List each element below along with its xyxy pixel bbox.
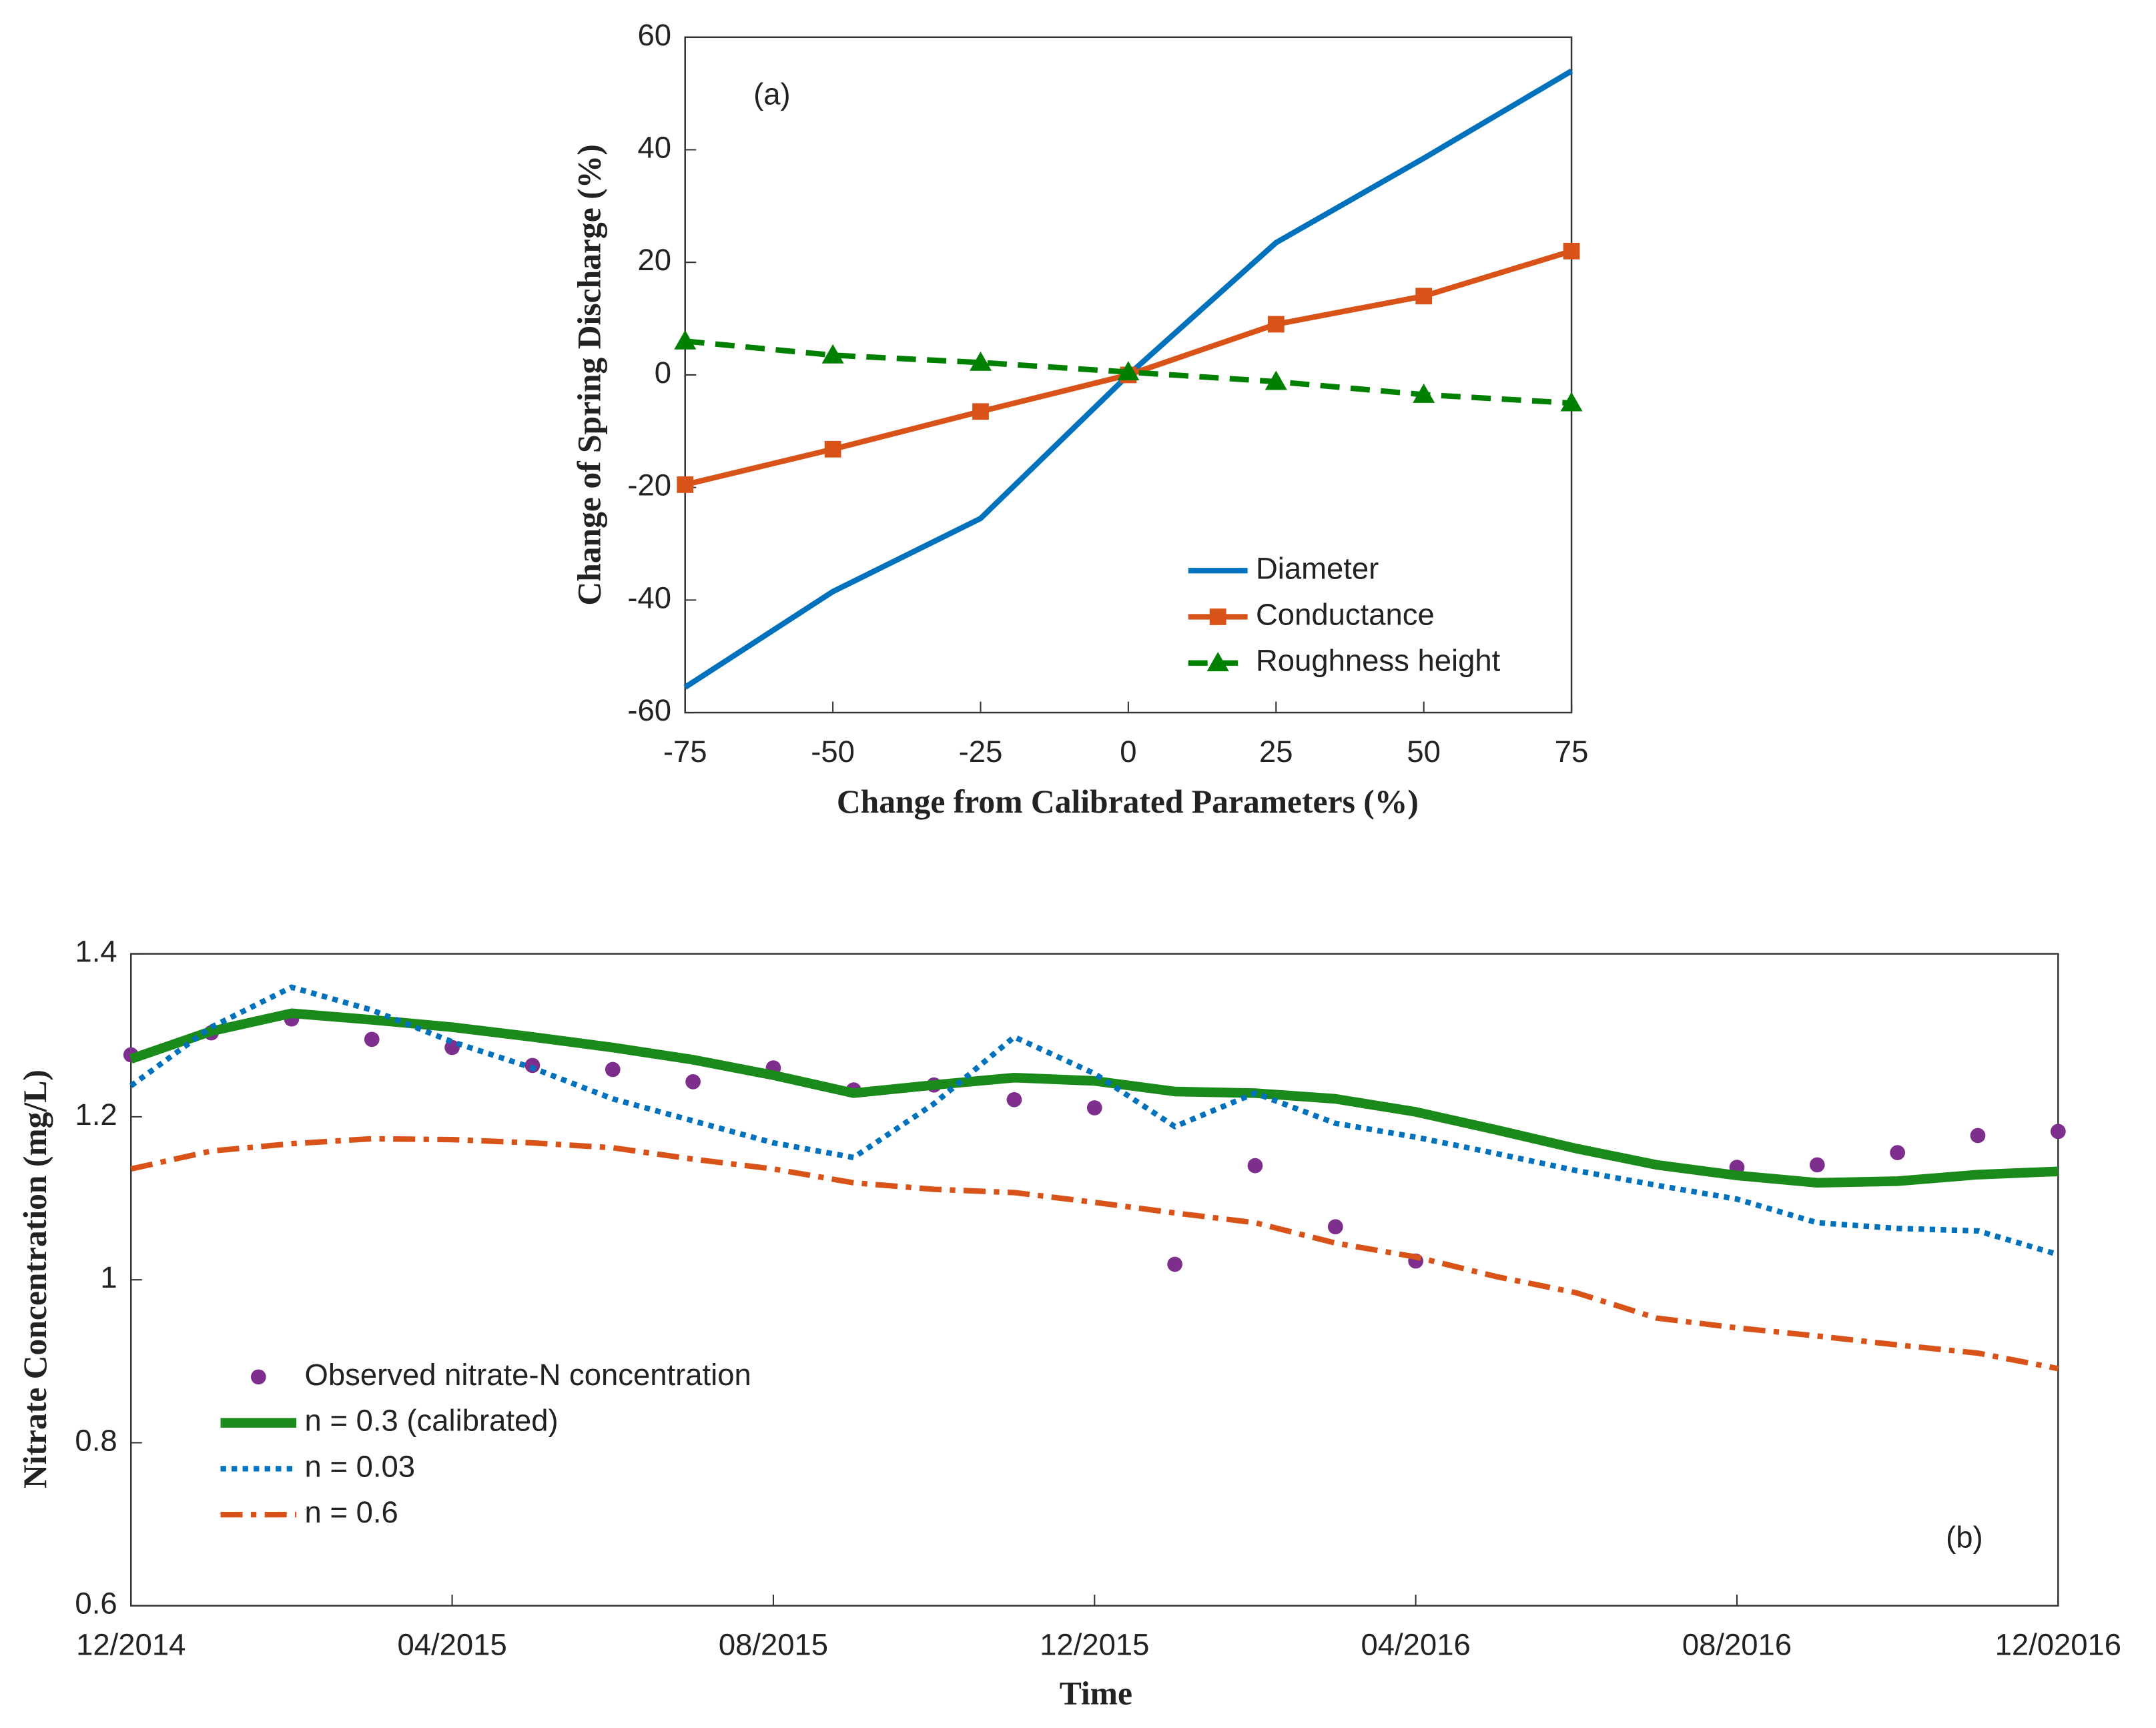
x-tick-label: -50 — [811, 735, 855, 769]
marker — [250, 1369, 266, 1385]
y-tick-label: 0.8 — [75, 1423, 117, 1457]
x-tick-label: 75 — [1555, 735, 1589, 769]
x-tick-label: 08/2016 — [1682, 1628, 1792, 1662]
x-tick-label: -75 — [663, 735, 707, 769]
marker — [969, 351, 992, 371]
y-tick-label: 0.6 — [75, 1587, 117, 1621]
marker — [1167, 1256, 1182, 1272]
x-tick-label: -25 — [959, 735, 1003, 769]
x-axis-title: Time — [1060, 1675, 1132, 1711]
marker — [1809, 1157, 1825, 1173]
legend-label: Roughness height — [1256, 644, 1501, 678]
marker — [685, 1073, 701, 1090]
marker — [1970, 1128, 1986, 1144]
marker — [677, 476, 694, 493]
y-tick-label: 1.2 — [75, 1098, 117, 1132]
legend-label: n = 0.6 — [305, 1495, 398, 1529]
annotation: (a) — [753, 77, 791, 111]
x-tick-label: 04/2015 — [397, 1628, 506, 1662]
marker — [444, 1039, 460, 1055]
marker — [1563, 242, 1580, 260]
x-tick-label: 25 — [1259, 735, 1293, 769]
x-tick-label: 50 — [1407, 735, 1441, 769]
marker — [1267, 316, 1285, 333]
legend-label: n = 0.03 — [305, 1449, 416, 1483]
x-tick-label: 12/02016 — [1995, 1628, 2122, 1662]
marker — [674, 330, 697, 350]
x-tick-label: 12/2015 — [1040, 1628, 1149, 1662]
y-axis-title: Change of Spring Discharge (%) — [571, 144, 608, 605]
marker — [605, 1061, 621, 1077]
x-tick-label: 0 — [1120, 735, 1136, 769]
y-tick-label: 60 — [638, 18, 672, 52]
y-tick-label: -40 — [627, 580, 671, 614]
y-tick-label: 1 — [100, 1260, 117, 1294]
marker — [2050, 1124, 2066, 1140]
x-tick-label: 12/2014 — [76, 1628, 186, 1662]
marker — [1327, 1219, 1343, 1235]
marker — [821, 344, 844, 364]
marker — [1247, 1158, 1263, 1174]
y-tick-label: -60 — [627, 693, 671, 727]
y-tick-label: 40 — [638, 131, 672, 165]
x-tick-label: 04/2016 — [1361, 1628, 1471, 1662]
marker — [1209, 608, 1226, 625]
marker — [1890, 1145, 1906, 1160]
marker — [972, 403, 989, 420]
x-tick-label: 08/2015 — [719, 1628, 828, 1662]
marker — [1560, 392, 1583, 412]
marker — [1415, 288, 1433, 305]
x-axis-title: Change from Calibrated Parameters (%) — [837, 783, 1419, 820]
marker — [1086, 1100, 1102, 1116]
plot-frame — [130, 953, 2059, 1607]
legend-label: Conductance — [1256, 597, 1435, 631]
marker — [1117, 361, 1140, 381]
y-tick-label: 20 — [638, 243, 672, 277]
marker — [1006, 1092, 1022, 1108]
legend-label: Diameter — [1256, 551, 1379, 585]
series-line — [130, 1136, 2059, 1372]
marker — [1265, 370, 1287, 390]
y-axis-title: Nitrate Concentration (mg/L) — [17, 1069, 53, 1488]
series-line — [129, 984, 2059, 1258]
y-tick-label: -20 — [627, 468, 671, 502]
legend-label: Observed nitrate-N concentration — [305, 1358, 751, 1392]
annotation: (b) — [1946, 1521, 1983, 1555]
legend-label: n = 0.3 (calibrated) — [305, 1404, 559, 1438]
series-line — [129, 1008, 2059, 1188]
marker — [1413, 383, 1435, 403]
marker — [824, 440, 841, 458]
y-tick-label: 1.4 — [75, 935, 117, 969]
y-tick-label: 0 — [655, 356, 671, 390]
marker — [364, 1031, 380, 1047]
marker — [1206, 652, 1229, 672]
